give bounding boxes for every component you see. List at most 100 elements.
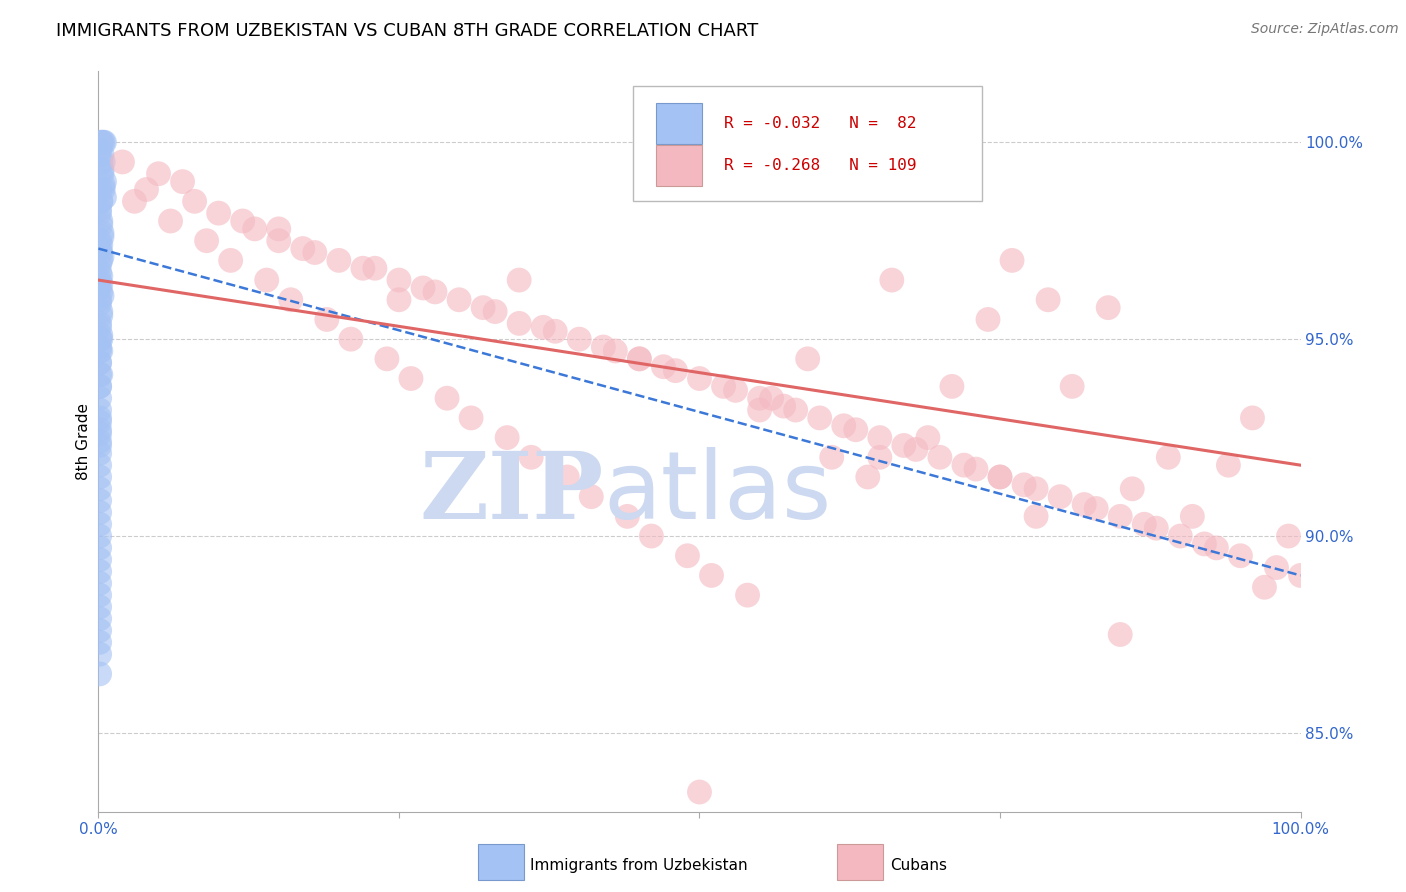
Point bbox=[388, 273, 411, 287]
Point bbox=[796, 351, 818, 366]
Point bbox=[1241, 411, 1264, 425]
Point bbox=[90, 332, 112, 346]
Point bbox=[90, 285, 112, 299]
Point bbox=[988, 470, 1011, 484]
Point bbox=[89, 576, 111, 591]
Point bbox=[89, 293, 111, 307]
Point bbox=[700, 568, 723, 582]
Point bbox=[91, 178, 114, 193]
Point bbox=[988, 470, 1011, 484]
Point bbox=[90, 309, 112, 323]
Point bbox=[90, 343, 112, 358]
Point bbox=[1109, 509, 1132, 524]
Point bbox=[256, 273, 278, 287]
Point bbox=[89, 666, 111, 681]
Point bbox=[172, 175, 194, 189]
Point bbox=[1253, 580, 1275, 594]
Point bbox=[89, 242, 111, 256]
Point bbox=[89, 612, 111, 626]
Point bbox=[808, 411, 831, 425]
Point bbox=[1049, 490, 1071, 504]
Point bbox=[89, 411, 111, 425]
Point bbox=[652, 359, 675, 374]
Point bbox=[508, 273, 530, 287]
Point bbox=[1289, 568, 1312, 582]
Point bbox=[89, 281, 111, 295]
Point bbox=[941, 379, 963, 393]
Point bbox=[1073, 498, 1095, 512]
Point bbox=[90, 269, 112, 284]
Point bbox=[90, 194, 112, 209]
Point bbox=[91, 249, 114, 263]
Point bbox=[1025, 482, 1047, 496]
Point bbox=[267, 222, 290, 236]
Point bbox=[1012, 478, 1035, 492]
Point bbox=[91, 135, 114, 149]
Point bbox=[89, 356, 111, 370]
Point bbox=[89, 505, 111, 519]
Point bbox=[89, 257, 111, 271]
Point bbox=[531, 320, 554, 334]
Point bbox=[124, 194, 146, 209]
Point bbox=[869, 431, 891, 445]
Bar bbox=[657, 103, 702, 144]
Point bbox=[89, 423, 111, 437]
Text: R = -0.268   N = 109: R = -0.268 N = 109 bbox=[724, 158, 917, 173]
Point bbox=[91, 226, 114, 240]
Point bbox=[89, 426, 111, 441]
Point bbox=[91, 162, 114, 177]
Point bbox=[628, 351, 651, 366]
Point bbox=[748, 391, 770, 405]
Point bbox=[928, 450, 950, 465]
Point bbox=[880, 273, 903, 287]
Point bbox=[484, 304, 506, 318]
Point bbox=[89, 343, 111, 358]
Point bbox=[821, 450, 844, 465]
Point bbox=[89, 320, 111, 334]
Point bbox=[90, 253, 112, 268]
Point bbox=[89, 458, 111, 472]
Point bbox=[664, 364, 686, 378]
Point bbox=[785, 403, 807, 417]
Point bbox=[89, 552, 111, 566]
Point bbox=[472, 301, 495, 315]
Point bbox=[460, 411, 482, 425]
Point bbox=[90, 218, 112, 232]
Point bbox=[90, 194, 112, 209]
Point bbox=[90, 155, 112, 169]
Text: IMMIGRANTS FROM UZBEKISTAN VS CUBAN 8TH GRADE CORRELATION CHART: IMMIGRANTS FROM UZBEKISTAN VS CUBAN 8TH … bbox=[56, 22, 758, 40]
Point bbox=[90, 135, 112, 149]
Point bbox=[195, 234, 218, 248]
Point bbox=[1025, 509, 1047, 524]
Point bbox=[423, 285, 446, 299]
Point bbox=[640, 529, 662, 543]
Point bbox=[1097, 301, 1119, 315]
Point bbox=[267, 234, 290, 248]
Point bbox=[1170, 529, 1192, 543]
Point bbox=[232, 214, 254, 228]
Point bbox=[89, 635, 111, 649]
Point bbox=[1265, 560, 1288, 574]
Point bbox=[399, 371, 422, 385]
Point bbox=[148, 167, 170, 181]
Point bbox=[93, 135, 115, 149]
Point bbox=[89, 438, 111, 452]
Point bbox=[893, 438, 915, 452]
Text: Source: ZipAtlas.com: Source: ZipAtlas.com bbox=[1251, 22, 1399, 37]
Text: Immigrants from Uzbekistan: Immigrants from Uzbekistan bbox=[530, 858, 748, 872]
Point bbox=[544, 324, 567, 338]
Point bbox=[89, 202, 111, 217]
Point bbox=[90, 237, 112, 252]
Point bbox=[89, 482, 111, 496]
Point bbox=[208, 206, 231, 220]
Point bbox=[89, 356, 111, 370]
Bar bbox=[657, 145, 702, 186]
Point bbox=[91, 229, 114, 244]
Point bbox=[90, 304, 112, 318]
Point bbox=[388, 293, 411, 307]
Point bbox=[89, 446, 111, 460]
Point bbox=[159, 214, 181, 228]
Point bbox=[89, 143, 111, 157]
Point bbox=[1181, 509, 1204, 524]
Point bbox=[724, 384, 747, 398]
